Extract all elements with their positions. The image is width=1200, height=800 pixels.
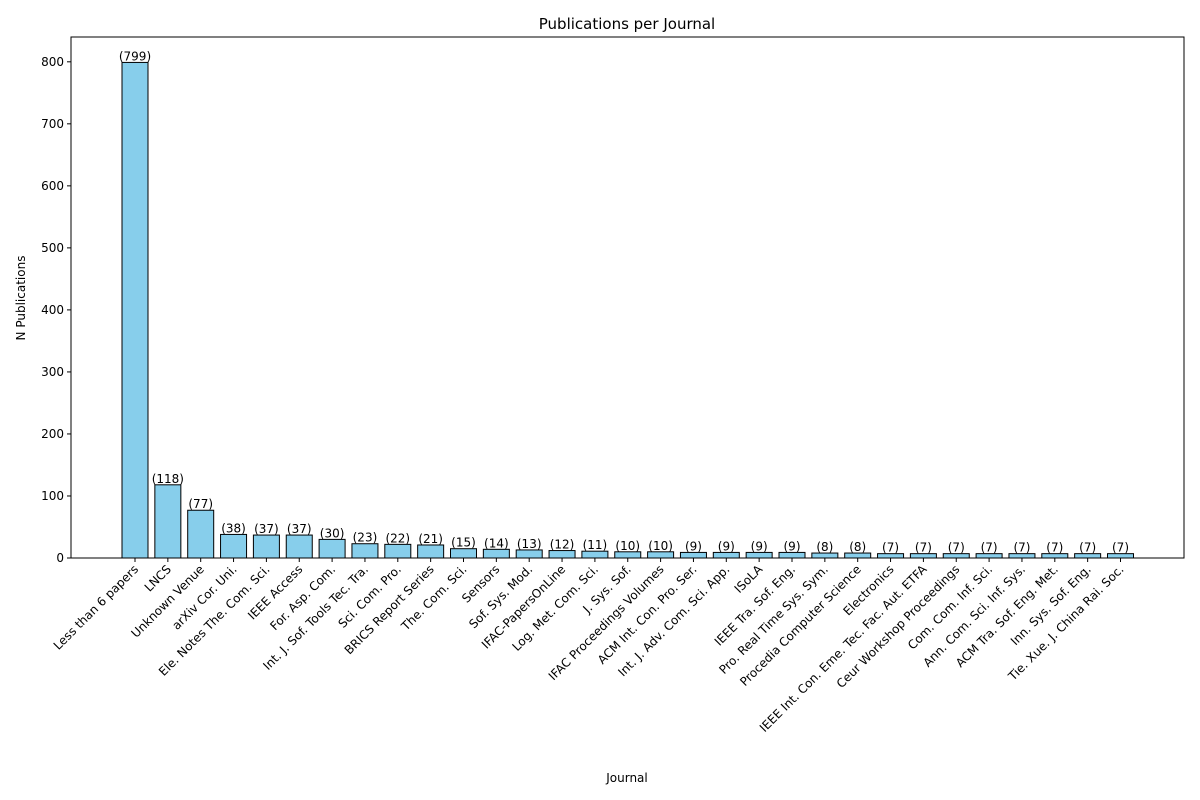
y-tick-label-1: 100 xyxy=(41,489,64,503)
data-label-12: (13) xyxy=(517,537,542,551)
bars-group xyxy=(121,61,1134,559)
data-label-11: (14) xyxy=(484,536,509,550)
data-label-18: (9) xyxy=(718,539,735,553)
data-label-29: (7) xyxy=(1079,541,1096,555)
data-label-19: (9) xyxy=(751,539,768,553)
data-labels-group: (799) (118) (77) (38) (37) (37) (30) (23) (22) (2… xyxy=(119,49,1129,554)
data-label-23: (7) xyxy=(882,541,899,555)
plot-frame xyxy=(70,36,1185,559)
data-label-17: (9) xyxy=(685,539,702,553)
x-axis-title: Journal xyxy=(605,771,648,785)
data-label-10: (15) xyxy=(451,536,476,550)
data-label-1: (118) xyxy=(152,472,184,486)
bar-3 xyxy=(220,533,248,559)
bar-4 xyxy=(252,534,280,559)
bar-11 xyxy=(482,548,510,559)
y-axis-title: N Publications xyxy=(14,256,28,341)
data-label-0: (799) xyxy=(119,49,151,63)
chart-title: Publications per Journal xyxy=(539,15,715,33)
x-tick-label-0: Less than 6 papers xyxy=(51,562,141,652)
bar-2 xyxy=(187,509,215,559)
bar-5 xyxy=(285,534,313,559)
data-label-3: (38) xyxy=(221,521,246,535)
data-label-14: (11) xyxy=(583,538,608,552)
data-label-9: (21) xyxy=(418,532,443,546)
data-label-5: (37) xyxy=(287,522,312,536)
data-label-4: (37) xyxy=(254,522,279,536)
bar-13 xyxy=(548,550,576,559)
data-label-27: (7) xyxy=(1013,541,1030,555)
y-tick-label-8: 800 xyxy=(41,55,64,69)
y-tick-label-6: 600 xyxy=(41,179,64,193)
bar-1 xyxy=(154,484,182,559)
data-label-20: (9) xyxy=(784,539,801,553)
data-label-22: (8) xyxy=(849,540,866,554)
data-label-7: (23) xyxy=(353,531,378,545)
y-tick-label-3: 300 xyxy=(41,365,64,379)
bar-14 xyxy=(581,550,609,559)
data-label-2: (77) xyxy=(188,497,213,511)
data-label-30: (7) xyxy=(1112,541,1129,555)
y-tick-label-4: 400 xyxy=(41,303,64,317)
bar-9 xyxy=(417,544,445,559)
bar-12 xyxy=(515,549,543,559)
y-tick-label-5: 500 xyxy=(41,241,64,255)
y-tick-label-7: 700 xyxy=(41,117,64,131)
data-label-21: (8) xyxy=(816,540,833,554)
data-label-25: (7) xyxy=(948,541,965,555)
data-label-26: (7) xyxy=(981,541,998,555)
bar-0 xyxy=(121,61,149,559)
data-label-24: (7) xyxy=(915,541,932,555)
data-label-13: (12) xyxy=(550,538,575,552)
data-label-16: (10) xyxy=(648,539,673,553)
y-axis: 0 100 200 300 400 500 600 700 800 xyxy=(41,55,71,565)
data-label-15: (10) xyxy=(615,539,640,553)
bar-6 xyxy=(318,538,346,559)
data-label-8: (22) xyxy=(385,531,410,545)
data-label-6: (30) xyxy=(320,526,345,540)
bar-10 xyxy=(450,548,477,559)
data-label-28: (7) xyxy=(1046,541,1063,555)
bar-7 xyxy=(351,543,379,559)
y-tick-label-0: 0 xyxy=(56,551,64,565)
bar-8 xyxy=(384,543,412,559)
y-tick-label-2: 200 xyxy=(41,427,64,441)
